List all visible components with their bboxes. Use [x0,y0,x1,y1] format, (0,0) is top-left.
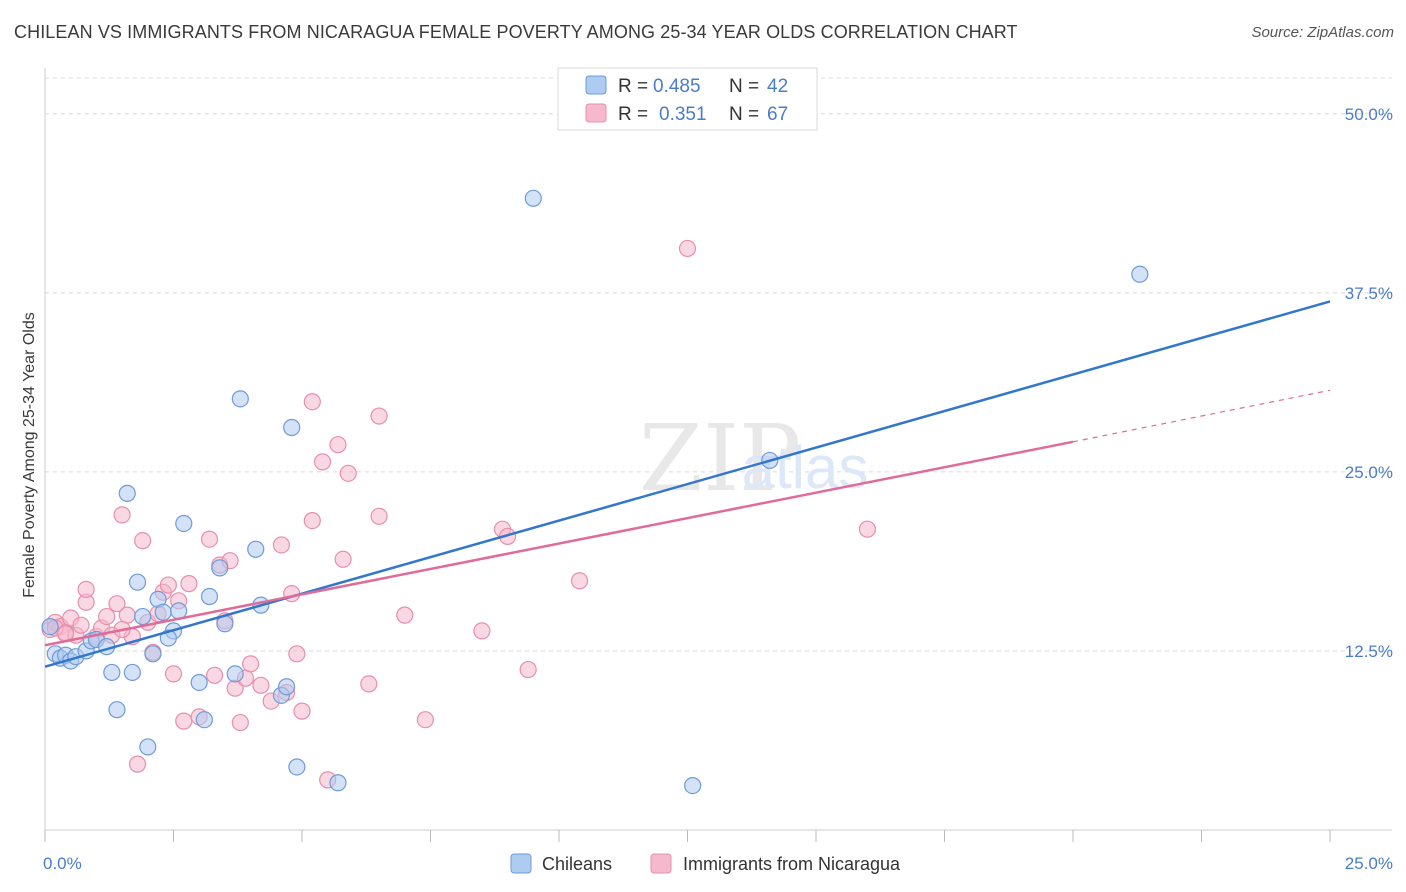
x-tick-labels: 0.0% 25.0% [43,854,1393,873]
nicaragua-point [272,536,291,554]
nicaragua-trend-extension [1072,389,1331,443]
nicaragua-point [98,607,116,626]
nicaragua-point [164,665,183,683]
trend-lines [44,300,1331,668]
nicaragua-point [77,580,95,598]
nicaragua-point [200,530,219,548]
chilean-point [277,678,296,696]
chilean-point [247,540,265,558]
legend-r-label-2: R = [618,104,648,125]
nicaragua-point [231,713,249,732]
x-tick-label: 0.0% [43,854,82,873]
axes [44,68,1392,842]
chilean-point [134,607,152,626]
correlation-legend: R = 0.485 N = 42 R = 0.351 N = 67 [557,67,818,131]
chilean-point [103,663,121,682]
nicaragua-point [288,645,306,663]
x-tick-label: 25.0% [1345,854,1393,873]
nicaragua-point [678,239,697,258]
chilean-point [108,701,126,719]
nicaragua-point [72,616,90,634]
nicaragua-point [473,622,491,640]
nicaragua-point [242,655,260,673]
watermark-atlas: atlas [742,434,869,501]
chilean-point [139,738,157,756]
nicaragua-point [206,666,224,684]
chilean-point [283,418,301,437]
chilean-point [41,618,59,636]
legend-nicaragua-swatch [650,853,672,874]
nicaragua-point [858,520,877,538]
y-tick-label: 12.5% [1345,642,1393,661]
legend-n-value-2: 67 [767,104,788,125]
legend-r-value-1: 0.485 [653,76,701,97]
y-tick-labels: 12.5% 25.0% 37.5% 50.0% [1345,105,1393,661]
legend-chileans-label: Chileans [542,854,612,874]
chilean-point [288,758,306,776]
nicaragua-point [334,550,352,568]
y-tick-label: 50.0% [1345,105,1393,124]
chilean-point [154,603,172,621]
nicaragua-trend-line [44,440,1074,647]
nicaragua-point [570,572,589,590]
nicaragua-point [252,676,270,694]
series-legend: Chileans Immigrants from Nicaragua [510,853,901,874]
nicaragua-point [128,755,147,773]
nicaragua-point [416,711,434,729]
legend-n-label-1: N = [729,76,759,97]
grid-lines [45,77,1392,652]
nicaragua-point [108,595,126,613]
legend-n-label-2: N = [729,104,759,125]
chilean-point [1131,265,1149,283]
y-tick-label: 25.0% [1345,463,1393,482]
legend-n-value-1: 42 [767,76,788,97]
chart-source: Source: ZipAtlas.com [1251,24,1394,41]
chilean-point [200,587,219,606]
chileans-trend-line [44,300,1331,668]
nicaragua-point [519,660,537,679]
chilean-point [195,711,213,729]
nicaragua-point [329,436,347,454]
nicaragua-point [180,575,198,593]
chilean-point [128,573,147,591]
nicaragua-point [360,675,378,693]
chilean-point [190,673,208,692]
nicaragua-point [396,606,414,624]
y-axis-label: Female Poverty Among 25-34 Year Olds [21,312,38,598]
nicaragua-point [313,453,332,471]
chilean-point [175,514,193,533]
series-chileans-points [41,189,1149,795]
nicaragua-point [293,702,311,720]
nicaragua-point [370,507,388,525]
nicaragua-point [339,464,357,482]
legend-swatch-pink [585,103,607,123]
legend-nicaragua-label: Immigrants from Nicaragua [683,854,901,874]
chilean-point [211,559,229,577]
y-tick-label: 37.5% [1345,284,1393,303]
chart-title: CHILEAN VS IMMIGRANTS FROM NICARAGUA FEM… [14,22,1018,42]
nicaragua-point [303,512,321,530]
chilean-point [684,776,702,795]
legend-swatch-blue [585,75,607,95]
nicaragua-point [175,712,193,730]
chilean-point [231,390,249,408]
nicaragua-point [113,506,131,524]
chilean-point [524,189,542,207]
legend-r-label-1: R = [618,76,648,97]
nicaragua-point [159,576,177,594]
chilean-point [226,665,244,683]
chilean-point [123,663,141,682]
nicaragua-point [303,393,321,411]
nicaragua-point [118,606,136,624]
chilean-point [329,774,347,792]
series-immigrants-points [41,239,877,789]
nicaragua-point [134,532,152,550]
chilean-point [144,645,162,663]
chilean-point [118,484,136,502]
legend-r-value-2: 0.351 [659,104,707,125]
nicaragua-point [370,407,388,425]
legend-chileans-swatch [510,853,532,874]
